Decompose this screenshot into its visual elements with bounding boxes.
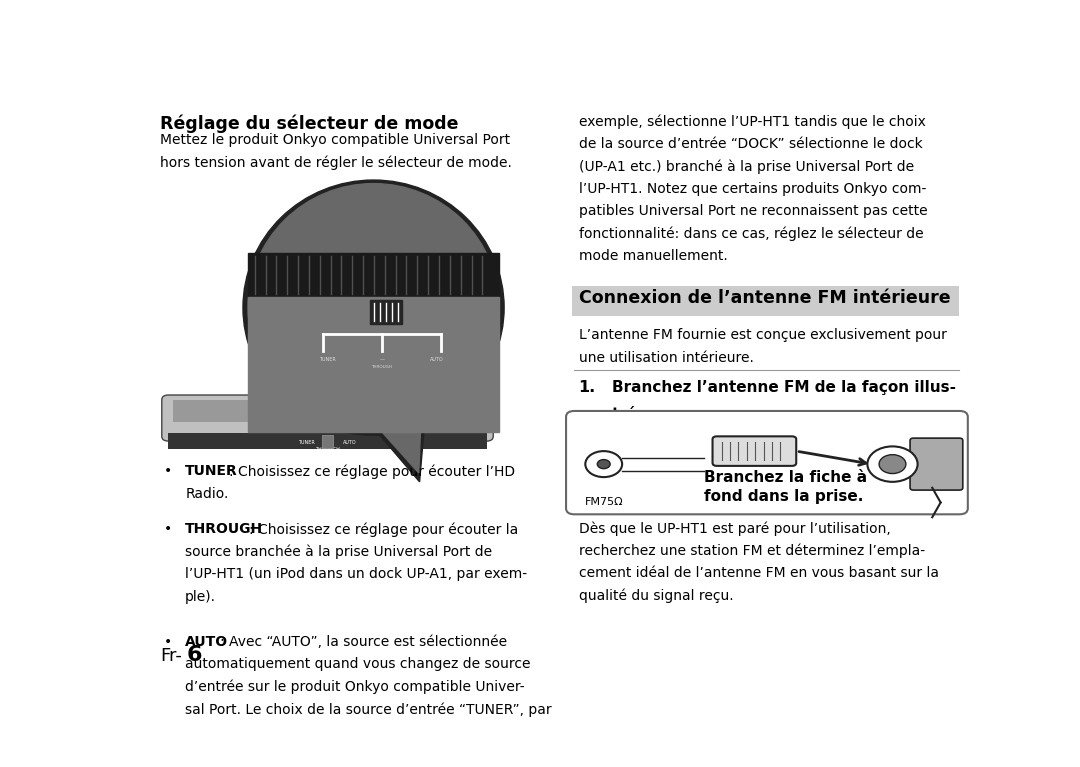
Text: Réglage du sélecteur de mode: Réglage du sélecteur de mode bbox=[160, 114, 459, 133]
Text: THROUGH: THROUGH bbox=[315, 447, 340, 453]
FancyBboxPatch shape bbox=[713, 436, 796, 466]
Text: FM75Ω: FM75Ω bbox=[584, 496, 623, 506]
Text: Branchez la fiche à
fond dans la prise.: Branchez la fiche à fond dans la prise. bbox=[704, 470, 867, 504]
Text: 6: 6 bbox=[187, 645, 202, 665]
Text: •: • bbox=[164, 464, 173, 478]
Text: •: • bbox=[164, 634, 173, 649]
Text: une utilisation intérieure.: une utilisation intérieure. bbox=[579, 351, 754, 365]
Text: Branchez l’antenne FM de la façon illus-: Branchez l’antenne FM de la façon illus- bbox=[612, 380, 956, 395]
Text: TUNER: TUNER bbox=[186, 464, 238, 478]
Text: : Choisissez ce réglage pour écouter l’HD: : Choisissez ce réglage pour écouter l’H… bbox=[229, 464, 515, 479]
Text: Fr-: Fr- bbox=[160, 647, 183, 665]
Polygon shape bbox=[378, 433, 423, 482]
FancyBboxPatch shape bbox=[323, 435, 333, 448]
Ellipse shape bbox=[248, 183, 499, 432]
Text: hors tension avant de régler le sélecteur de mode.: hors tension avant de régler le sélecteu… bbox=[160, 156, 512, 170]
Text: : Choisissez ce réglage pour écouter la: : Choisissez ce réglage pour écouter la bbox=[248, 522, 518, 537]
Text: L’antenne FM fournie est conçue exclusivement pour: L’antenne FM fournie est conçue exclusiv… bbox=[579, 328, 946, 342]
Text: AUTO: AUTO bbox=[186, 634, 228, 649]
Text: 1.: 1. bbox=[579, 380, 596, 395]
Text: l’UP-HT1 (un iPod dans un dock UP-A1, par exem-: l’UP-HT1 (un iPod dans un dock UP-A1, pa… bbox=[186, 568, 527, 581]
Text: l’UP-HT1. Notez que certains produits Onkyo com-: l’UP-HT1. Notez que certains produits On… bbox=[579, 182, 926, 196]
FancyBboxPatch shape bbox=[572, 286, 959, 317]
Text: (UP-A1 etc.) branché à la prise Universal Port de: (UP-A1 etc.) branché à la prise Universa… bbox=[579, 160, 914, 174]
Circle shape bbox=[879, 455, 906, 473]
FancyBboxPatch shape bbox=[566, 411, 968, 515]
Text: cement idéal de l’antenne FM en vous basant sur la: cement idéal de l’antenne FM en vous bas… bbox=[579, 566, 939, 581]
Text: Dès que le UP-HT1 est paré pour l’utilisation,: Dès que le UP-HT1 est paré pour l’utilis… bbox=[579, 522, 890, 536]
FancyBboxPatch shape bbox=[307, 425, 349, 433]
FancyBboxPatch shape bbox=[248, 298, 499, 432]
Text: trée.: trée. bbox=[612, 407, 653, 422]
Text: automatiquement quand vous changez de source: automatiquement quand vous changez de so… bbox=[186, 657, 530, 671]
FancyBboxPatch shape bbox=[370, 300, 402, 324]
Text: ple).: ple). bbox=[186, 590, 216, 604]
Text: AUTO: AUTO bbox=[430, 357, 443, 362]
Text: recherchez une station FM et déterminez l’empla-: recherchez une station FM et déterminez … bbox=[579, 544, 924, 558]
Text: source branchée à la prise Universal Port de: source branchée à la prise Universal Por… bbox=[186, 545, 492, 559]
Text: TUNER: TUNER bbox=[319, 357, 336, 362]
Text: AUTO: AUTO bbox=[342, 440, 356, 446]
Text: THROUGH: THROUGH bbox=[372, 365, 392, 369]
Circle shape bbox=[597, 459, 610, 469]
Polygon shape bbox=[382, 433, 420, 473]
Text: : Avec “AUTO”, la source est sélectionnée: : Avec “AUTO”, la source est sélectionné… bbox=[219, 634, 507, 649]
Text: TUNER: TUNER bbox=[298, 440, 315, 446]
FancyBboxPatch shape bbox=[910, 438, 962, 490]
Text: de la source d’entrée “DOCK” sélectionne le dock: de la source d’entrée “DOCK” sélectionne… bbox=[579, 137, 922, 151]
Text: qualité du signal reçu.: qualité du signal reçu. bbox=[579, 589, 733, 603]
Ellipse shape bbox=[243, 180, 504, 435]
Text: patibles Universal Port ne reconnaissent pas cette: patibles Universal Port ne reconnaissent… bbox=[579, 204, 928, 219]
Text: THROUGH: THROUGH bbox=[186, 522, 264, 536]
Text: •: • bbox=[164, 522, 173, 536]
FancyBboxPatch shape bbox=[173, 400, 483, 422]
Text: Radio.: Radio. bbox=[186, 486, 229, 501]
Text: Mettez le produit Onkyo compatible Universal Port: Mettez le produit Onkyo compatible Unive… bbox=[160, 133, 510, 147]
Text: sal Port. Le choix de la source d’entrée “TUNER”, par: sal Port. Le choix de la source d’entrée… bbox=[186, 702, 552, 716]
Text: fonctionnalité: dans ce cas, réglez le sélecteur de: fonctionnalité: dans ce cas, réglez le s… bbox=[579, 227, 923, 241]
Circle shape bbox=[867, 446, 918, 482]
FancyBboxPatch shape bbox=[168, 433, 486, 449]
Text: exemple, sélectionne l’UP-HT1 tandis que le choix: exemple, sélectionne l’UP-HT1 tandis que… bbox=[579, 114, 926, 129]
Text: d’entrée sur le produit Onkyo compatible Univer-: d’entrée sur le produit Onkyo compatible… bbox=[186, 680, 525, 694]
Text: —: — bbox=[379, 357, 384, 362]
Circle shape bbox=[585, 451, 622, 477]
Text: mode manuellement.: mode manuellement. bbox=[579, 249, 727, 263]
Text: Connexion de l’antenne FM intérieure: Connexion de l’antenne FM intérieure bbox=[579, 288, 950, 307]
FancyBboxPatch shape bbox=[162, 395, 494, 441]
FancyBboxPatch shape bbox=[248, 253, 499, 298]
